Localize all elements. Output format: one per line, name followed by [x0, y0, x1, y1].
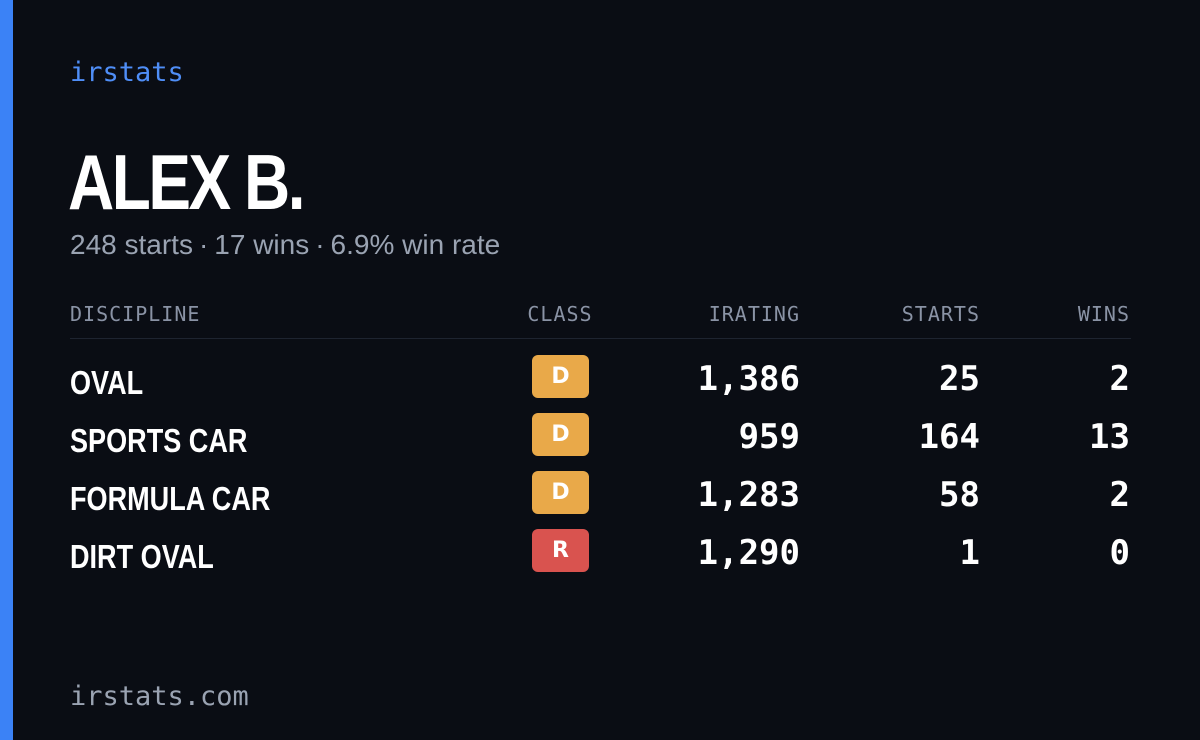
- table-header-row: DISCIPLINE CLASS IRATING STARTS WINS: [70, 298, 1131, 339]
- irating-value: 1,283: [697, 475, 800, 515]
- class-badge: R: [532, 529, 589, 572]
- irating-value: 959: [738, 417, 800, 457]
- header-starts: STARTS: [901, 302, 980, 326]
- header-class: CLASS: [527, 302, 593, 326]
- brand-logo-text: irstats: [70, 57, 184, 88]
- wins-value: 0: [1109, 533, 1130, 573]
- driver-name: ALEX B.: [68, 138, 306, 226]
- discipline-name: SPORTS CAR: [70, 422, 248, 459]
- header-irating: IRATING: [708, 302, 800, 326]
- wins-value: 2: [1109, 475, 1130, 515]
- starts-value: 1: [959, 533, 980, 573]
- table-row: SPORTS CAR D 959 164 13: [70, 397, 1131, 459]
- starts-value: 164: [918, 417, 980, 457]
- discipline-name: DIRT OVAL: [70, 538, 214, 575]
- irating-value: 1,290: [697, 533, 800, 573]
- summary-separator: ·: [198, 229, 209, 260]
- summary-starts: 248 starts: [70, 229, 193, 260]
- footer-domain: irstats.com: [70, 681, 249, 712]
- summary-wins: 17 wins: [214, 229, 310, 260]
- accent-bar: [0, 0, 13, 740]
- starts-value: 58: [939, 475, 980, 515]
- class-badge: D: [532, 355, 589, 398]
- discipline-stats-table: DISCIPLINE CLASS IRATING STARTS WINS OVA…: [70, 298, 1131, 575]
- table-row: DIRT OVAL R 1,290 1 0: [70, 513, 1131, 575]
- table-row: OVAL D 1,386 25 2: [70, 339, 1131, 401]
- starts-value: 25: [939, 359, 980, 399]
- summary-separator: ·: [315, 229, 325, 260]
- table-row: FORMULA CAR D 1,283 58 2: [70, 455, 1131, 517]
- irating-value: 1,386: [697, 359, 800, 399]
- summary-line: 248 starts · 17 wins · 6.9% win rate: [70, 228, 500, 262]
- discipline-name: FORMULA CAR: [70, 480, 271, 517]
- wins-value: 13: [1089, 417, 1130, 457]
- discipline-name: OVAL: [70, 364, 144, 401]
- header-wins: WINS: [1077, 302, 1130, 326]
- class-badge: D: [532, 471, 589, 514]
- wins-value: 2: [1109, 359, 1130, 399]
- header-discipline: DISCIPLINE: [70, 302, 201, 326]
- summary-win-rate: 6.9% win rate: [330, 229, 501, 260]
- class-badge: D: [532, 413, 589, 456]
